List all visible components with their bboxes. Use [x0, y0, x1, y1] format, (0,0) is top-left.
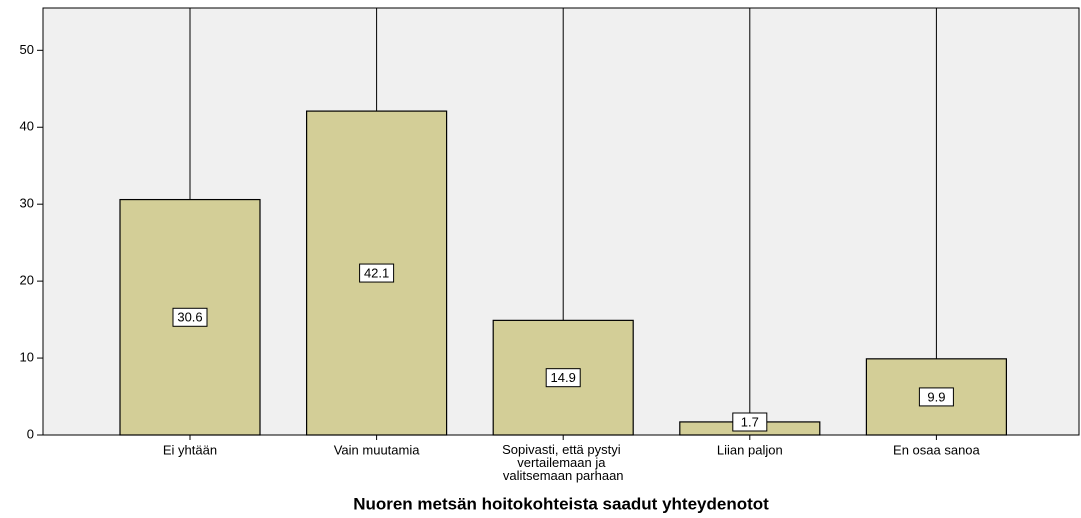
x-tick-label: Vain muutamia	[334, 442, 421, 457]
value-label: 9.9	[918, 387, 954, 407]
y-tick-label: 0	[27, 426, 34, 441]
y-tick-label: 30	[20, 196, 34, 211]
value-label-box	[732, 412, 768, 432]
value-label: 30.6	[172, 307, 208, 327]
value-label-text: 9.9	[927, 389, 945, 404]
x-tick-label: Ei yhtään	[163, 442, 217, 457]
y-tick-label: 20	[20, 273, 34, 288]
value-label-text: 30.6	[177, 310, 202, 325]
x-tick-label: En osaa sanoa	[893, 442, 981, 457]
value-label: 14.9	[545, 368, 581, 388]
x-tick-label: Sopivasti, että pystyi vertailemaan ja v…	[502, 442, 624, 483]
y-tick-label: 50	[20, 42, 34, 57]
value-label-text: 14.9	[551, 370, 576, 385]
value-label-box	[918, 387, 954, 407]
value-label-box	[545, 368, 581, 388]
value-label-text: 1.7	[741, 414, 759, 429]
value-label-box	[359, 263, 395, 283]
y-tick-label: 40	[20, 119, 34, 134]
value-label: 1.7	[732, 412, 768, 432]
x-axis-title: Nuoren metsän hoitokohteista saadut yhte…	[353, 494, 769, 513]
value-label-box	[172, 307, 208, 327]
x-tick-label: Liian paljon	[717, 442, 783, 457]
y-tick-label: 10	[20, 350, 34, 365]
value-label: 42.1	[359, 263, 395, 283]
value-label-text: 42.1	[364, 265, 389, 280]
